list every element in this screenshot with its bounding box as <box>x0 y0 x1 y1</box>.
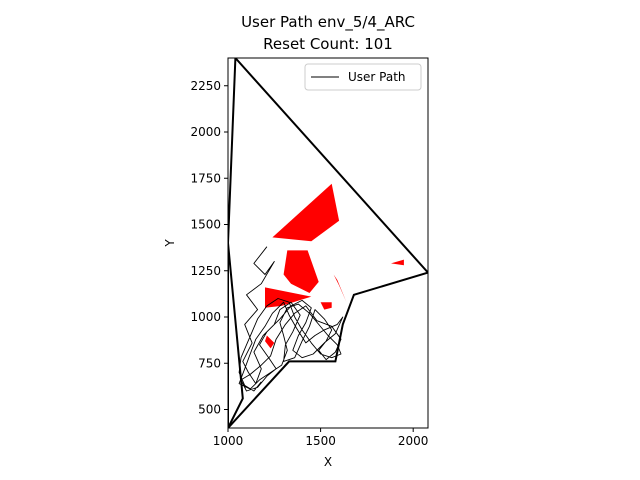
boundary-inner-edge <box>228 242 244 428</box>
y-tick-label: 2250 <box>190 79 221 93</box>
y-tick-label: 750 <box>198 356 221 370</box>
y-tick-label: 1000 <box>190 310 221 324</box>
y-tick-label: 1250 <box>190 264 221 278</box>
obstacle-2 <box>283 250 319 293</box>
plot-area <box>227 57 429 429</box>
x-tick-label: 1000 <box>213 434 244 448</box>
x-tick-label: 2000 <box>398 434 429 448</box>
x-axis: 1000 1500 2000 <box>213 428 429 448</box>
y-tick-label: 2000 <box>190 125 221 139</box>
y-axis-label: Y <box>163 239 177 248</box>
obstacle-7 <box>265 335 275 349</box>
legend: User Path <box>304 63 422 91</box>
axes-frame <box>227 57 429 429</box>
y-axis: 500 750 1000 1250 1500 1750 2000 2250 <box>190 79 228 417</box>
chart-title: User Path env_5/4_ARC <box>241 13 415 32</box>
x-tick-label: 1500 <box>305 434 336 448</box>
obstacle-1 <box>272 183 340 242</box>
chart-subtitle: Reset Count: 101 <box>263 35 393 53</box>
x-axis-label: X <box>324 455 332 469</box>
y-tick-label: 1750 <box>190 171 221 185</box>
obstacle-6 <box>391 259 404 266</box>
legend-user-path-label: User Path <box>348 70 406 84</box>
legend-box <box>304 63 422 91</box>
boundary-outline <box>228 58 428 428</box>
obstacle-4 <box>265 287 312 308</box>
obstacle-5 <box>320 302 332 310</box>
user-path-line <box>238 246 344 392</box>
y-tick-label: 500 <box>198 403 221 417</box>
y-tick-label: 1500 <box>190 218 221 232</box>
